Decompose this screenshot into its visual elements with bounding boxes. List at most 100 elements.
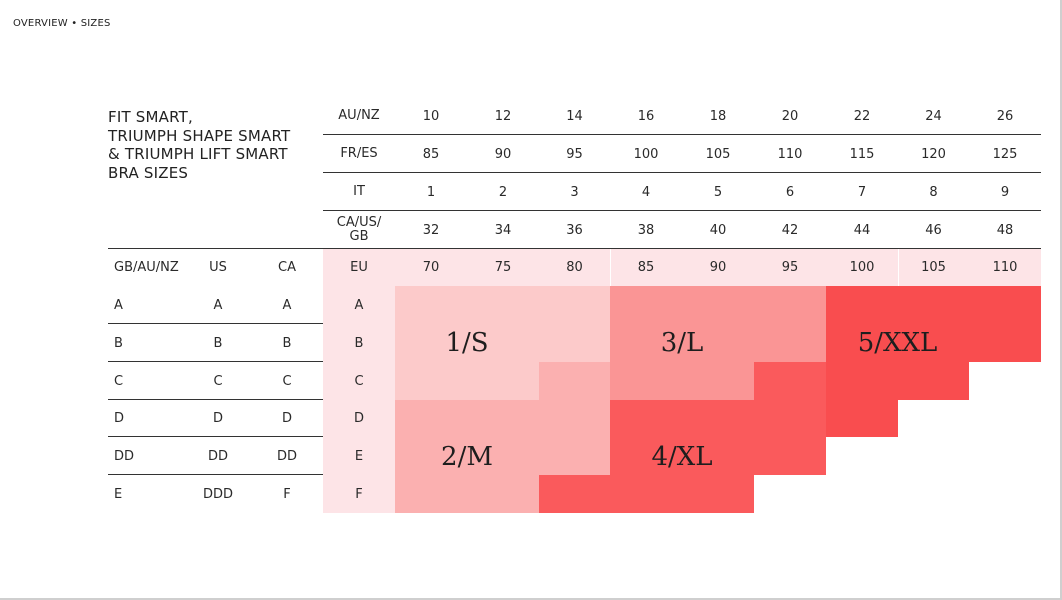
size-zone-cell bbox=[898, 324, 969, 362]
cup-size-value: F bbox=[283, 486, 291, 502]
band-size-value: 125 bbox=[992, 146, 1018, 162]
title-line: TRIUMPH SHAPE SMART bbox=[108, 126, 291, 145]
size-zone-cell bbox=[610, 437, 682, 475]
band-size-value: 34 bbox=[494, 222, 512, 238]
size-zone-cell bbox=[826, 324, 898, 362]
band-size-value: 32 bbox=[422, 222, 440, 238]
eu-band-value: 95 bbox=[781, 260, 799, 275]
size-zone-cell bbox=[754, 324, 826, 362]
cup-size-value: DD bbox=[276, 448, 298, 464]
cup-size-value: D bbox=[114, 411, 125, 426]
band-size-value: 95 bbox=[566, 146, 583, 162]
size-zone-cell bbox=[467, 286, 539, 324]
size-zone-cell bbox=[898, 286, 969, 324]
size-chart-title: FIT SMART, TRIUMPH SHAPE SMART & TRIUMPH… bbox=[108, 108, 318, 182]
band-size-value: 100 bbox=[633, 146, 659, 162]
size-zone-cell bbox=[610, 400, 682, 437]
size-zone-cell bbox=[898, 362, 969, 400]
size-zone-cell bbox=[682, 437, 754, 475]
size-zone-cell bbox=[539, 400, 610, 437]
eu-row-divider bbox=[898, 249, 899, 286]
band-row-label: AU/NZ bbox=[338, 108, 380, 123]
row-rule bbox=[108, 248, 1041, 249]
size-zone-cell bbox=[467, 400, 539, 437]
band-size-value: 36 bbox=[566, 222, 583, 238]
band-size-value: 18 bbox=[709, 108, 727, 124]
eu-cup-value: B bbox=[354, 335, 364, 351]
size-zone-cell bbox=[754, 437, 826, 475]
size-zone-cell bbox=[826, 286, 898, 324]
cup-size-value: DD bbox=[114, 448, 135, 464]
cup-size-value: B bbox=[114, 335, 123, 351]
band-size-value: 40 bbox=[709, 222, 727, 238]
size-zone-cell bbox=[682, 324, 754, 362]
band-size-value: 4 bbox=[641, 184, 651, 200]
eu-cup-value: A bbox=[354, 297, 364, 313]
cup-size-value: D bbox=[212, 411, 223, 426]
band-size-value: 105 bbox=[705, 146, 731, 162]
size-zone-label: 5/XXL bbox=[857, 328, 938, 358]
size-zone-label: 1/S bbox=[445, 328, 489, 358]
row-rule bbox=[323, 134, 1041, 135]
size-zone-label: 4/XL bbox=[651, 441, 713, 472]
band-size-value: 9 bbox=[1000, 184, 1010, 200]
band-size-value: 120 bbox=[921, 146, 946, 162]
title-line: BRA SIZES bbox=[108, 163, 189, 182]
cup-size-value: DDD bbox=[202, 486, 234, 502]
cup-size-value: DD bbox=[207, 448, 229, 464]
size-zone-cell bbox=[969, 324, 1041, 362]
size-zone-cell bbox=[610, 286, 682, 324]
band-size-value: 14 bbox=[566, 108, 583, 124]
size-zone-cell bbox=[395, 400, 467, 437]
band-size-value: 20 bbox=[781, 108, 799, 124]
size-zone-cell bbox=[395, 437, 467, 475]
size-zone-cell bbox=[539, 362, 610, 400]
size-zone-cell bbox=[969, 286, 1041, 324]
band-size-value: 1 bbox=[426, 184, 436, 200]
size-zone-cell bbox=[467, 475, 539, 513]
row-rule bbox=[108, 436, 323, 437]
cup-system-header: CA bbox=[278, 260, 296, 275]
size-zone-cell bbox=[395, 475, 467, 513]
size-zone-cell bbox=[754, 286, 826, 324]
size-zone-cell bbox=[395, 362, 467, 400]
band-size-value: 10 bbox=[422, 108, 440, 124]
eu-cup-value: D bbox=[353, 411, 364, 426]
eu-band-value: 80 bbox=[566, 260, 583, 275]
band-row-label: IT bbox=[353, 184, 365, 199]
band-size-value: 6 bbox=[785, 184, 795, 200]
eu-band-value: 70 bbox=[422, 260, 440, 275]
size-zone-cell bbox=[610, 324, 682, 362]
eu-row-background bbox=[323, 249, 1041, 286]
band-size-value: 90 bbox=[494, 146, 512, 162]
band-size-value: 46 bbox=[925, 222, 942, 238]
band-size-value: 2 bbox=[498, 184, 508, 200]
cup-size-value: D bbox=[281, 411, 292, 426]
size-zone-cell bbox=[395, 324, 467, 362]
size-zone-label: 2/M bbox=[441, 441, 493, 472]
band-size-value: 85 bbox=[422, 146, 440, 162]
cup-system-header: GB/AU/NZ bbox=[114, 260, 179, 275]
band-size-value: 44 bbox=[853, 222, 871, 238]
size-zone-cell bbox=[610, 362, 682, 400]
size-zone-cell bbox=[826, 362, 898, 400]
eu-band-value: 105 bbox=[921, 260, 946, 275]
size-zone-cell bbox=[682, 362, 754, 400]
band-size-value: 26 bbox=[996, 108, 1014, 124]
band-size-value: 7 bbox=[857, 184, 867, 200]
band-size-value: 22 bbox=[853, 108, 871, 124]
eu-cup-value: C bbox=[354, 373, 364, 389]
size-zone-cell bbox=[467, 362, 539, 400]
band-size-value: 16 bbox=[637, 108, 655, 124]
band-row-label: CA/US/ GB bbox=[336, 215, 382, 244]
band-size-value: 24 bbox=[925, 108, 942, 124]
title-line: FIT SMART, bbox=[108, 108, 193, 126]
size-zone-cell bbox=[682, 475, 754, 513]
size-zone-cell bbox=[754, 362, 826, 400]
eu-row-label: EU bbox=[350, 260, 368, 275]
eu-band-value: 110 bbox=[992, 260, 1018, 275]
breadcrumb: OVERVIEW • SIZES bbox=[13, 18, 111, 29]
size-zone-cell bbox=[682, 286, 754, 324]
size-zone-cell bbox=[610, 475, 682, 513]
cup-size-value: A bbox=[282, 297, 292, 313]
